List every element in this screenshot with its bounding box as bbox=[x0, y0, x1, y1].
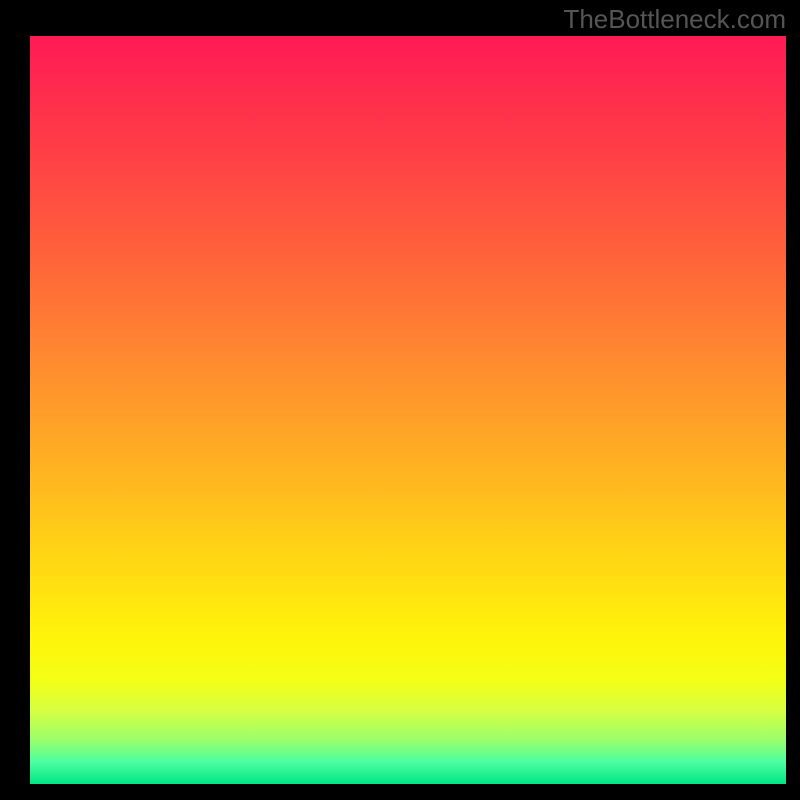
chart-root: TheBottleneck.com bbox=[0, 0, 800, 800]
watermark-text: TheBottleneck.com bbox=[563, 4, 786, 35]
plot-area bbox=[30, 36, 786, 784]
plot-gradient-background bbox=[30, 36, 786, 784]
